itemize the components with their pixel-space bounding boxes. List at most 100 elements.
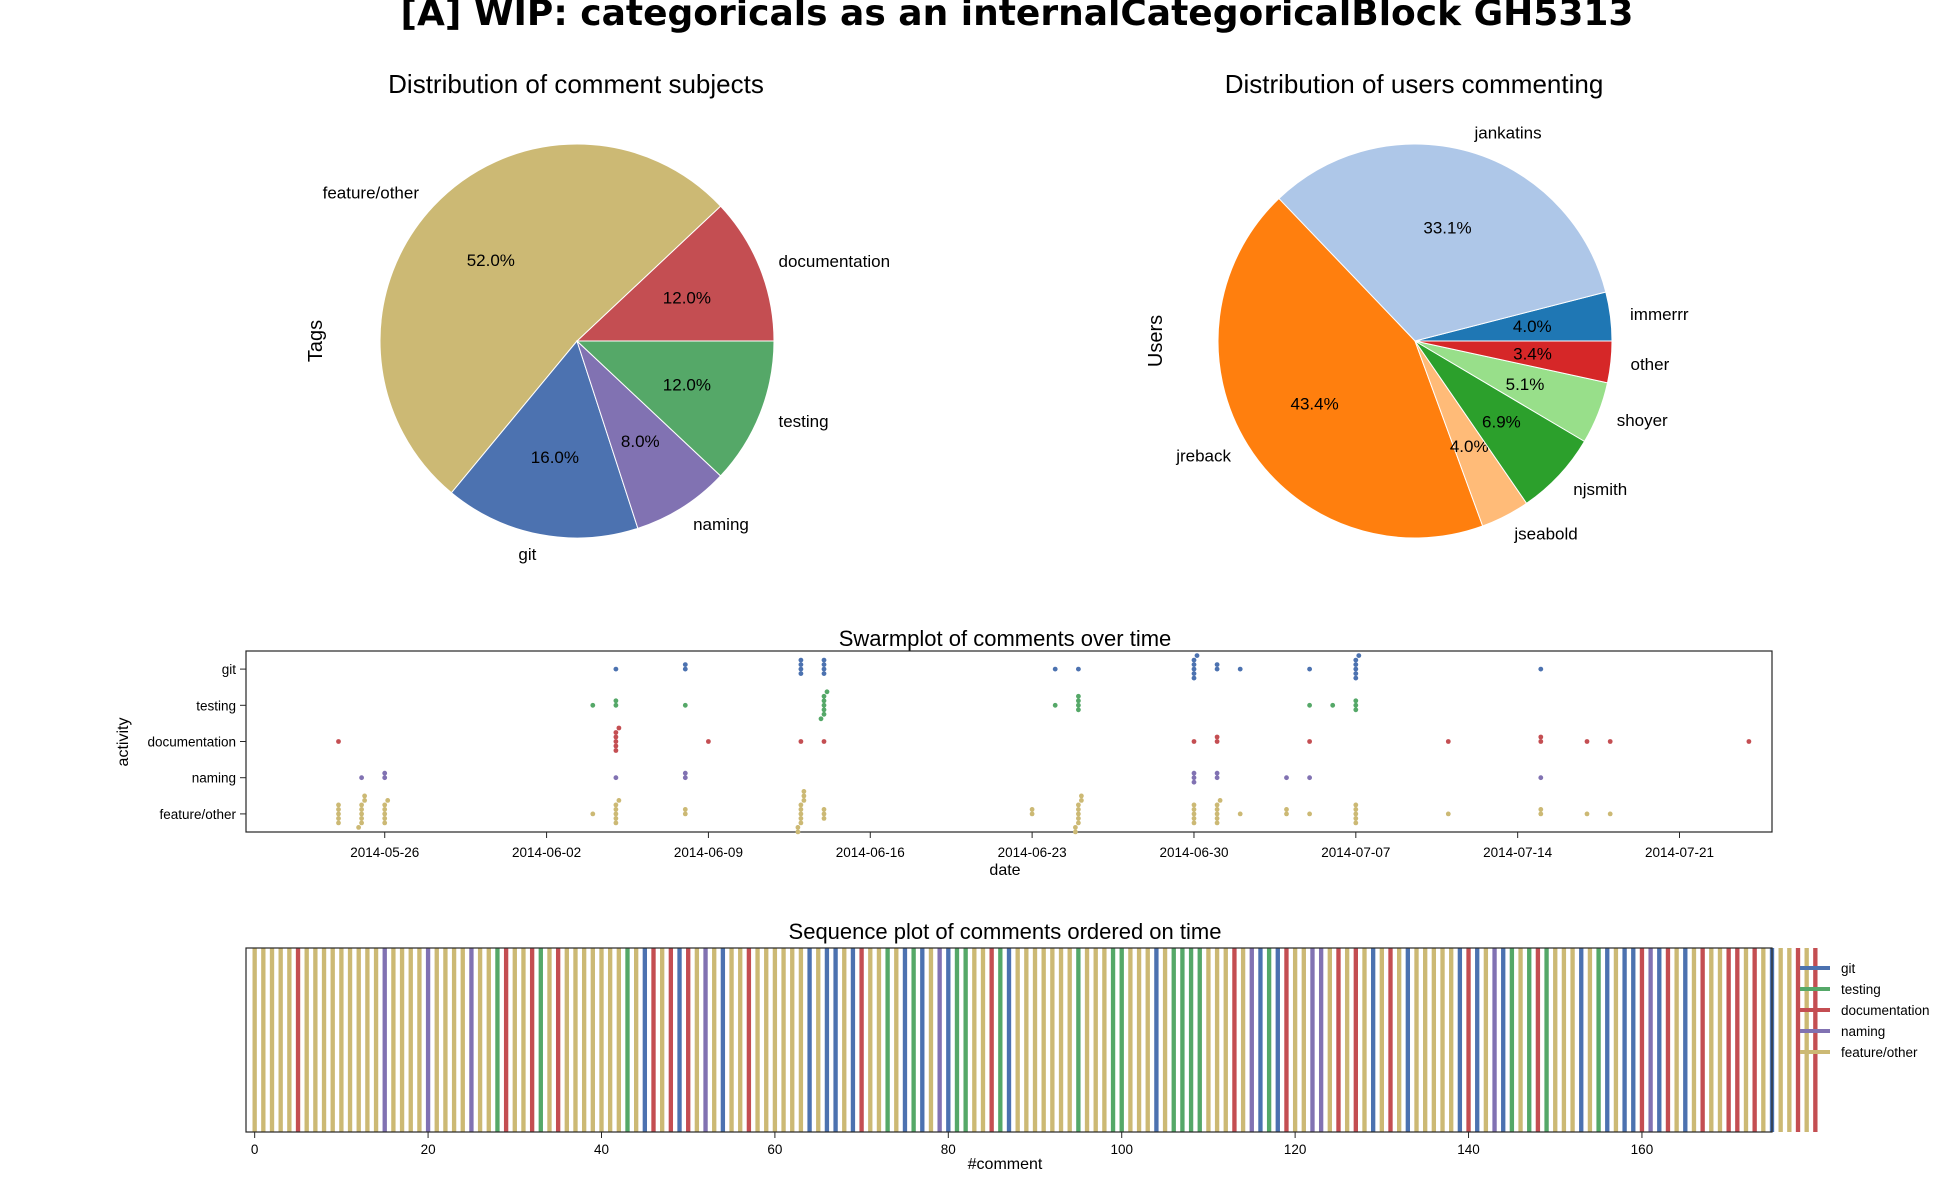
- swarm-point-feature-other: [801, 798, 807, 803]
- seq-bar-documentation: [1535, 948, 1541, 1132]
- swarm-xtick-2014-06-23: 2014-06-23: [998, 845, 1067, 860]
- swarm-point-documentation: [616, 725, 622, 731]
- seq-bar-feature-other: [1206, 948, 1211, 1132]
- seq-bar-git: [1154, 948, 1159, 1132]
- seq-xtick-160: 160: [1631, 1142, 1654, 1157]
- seq-bar-git: [1657, 948, 1662, 1132]
- seq-bar-feature-other: [321, 948, 327, 1132]
- seq-bar-git: [1457, 948, 1463, 1132]
- seq-bar-naming: [1492, 948, 1497, 1132]
- swarm-point-feature-other: [1214, 816, 1220, 821]
- seq-bar-feature-other: [634, 948, 639, 1132]
- swarm-point-naming: [382, 770, 388, 776]
- pie-chart-comment-subjects: Distribution of comment subjects Tags do…: [305, 69, 890, 564]
- swarm-ytick-git: git: [222, 662, 237, 677]
- swarm-point-git: [1191, 671, 1197, 676]
- swarm-point-documentation: [1746, 739, 1752, 744]
- swarm-ylabel: activity: [115, 718, 132, 767]
- pie1-title: Distribution of comment subjects: [388, 69, 764, 99]
- swarm-point-naming: [1284, 775, 1289, 781]
- swarm-point-feature-other: [798, 820, 804, 826]
- swarm-point-feature-other: [1353, 807, 1359, 812]
- seq-bar-feature-other: [252, 948, 257, 1132]
- seq-bar-feature-other: [928, 948, 934, 1132]
- swarm-point-documentation: [613, 743, 619, 749]
- swarm-point-feature-other: [821, 807, 827, 812]
- seq-bar-feature-other: [1041, 948, 1046, 1132]
- seq-bar-feature-other: [816, 948, 821, 1132]
- pie2-pct-jankatins: 33.1%: [1423, 218, 1471, 237]
- swarm-point-naming: [1191, 775, 1197, 781]
- pie1-slice-git: [450, 339, 639, 539]
- swarm-point-naming: [1307, 775, 1312, 781]
- legend-label-git: git: [1841, 961, 1856, 976]
- seq-bar-documentation: [529, 948, 535, 1132]
- swarm-ytick-testing: testing: [196, 698, 236, 713]
- pie2-pct-njsmith: 6.9%: [1482, 413, 1521, 432]
- figure-title: [A] WIP: categoricals as an internalCate…: [401, 0, 1634, 34]
- pie2-pct-immerrr: 4.0%: [1513, 317, 1552, 336]
- seq-bar-feature-other: [1102, 948, 1107, 1132]
- pie2-label-jankatins: jankatins: [1474, 124, 1542, 143]
- seq-bar-feature-other: [1136, 948, 1142, 1132]
- seq-bar-documentation: [1752, 948, 1757, 1132]
- swarm-point-git: [1214, 662, 1220, 667]
- seq-bar-feature-other: [738, 948, 743, 1132]
- seq-bar-feature-other: [547, 948, 552, 1132]
- swarm-point-git: [1353, 657, 1359, 663]
- seq-bar-testing: [538, 948, 543, 1132]
- seq-bar-documentation: [1813, 948, 1818, 1132]
- swarm-point-feature-other: [1076, 816, 1081, 821]
- seq-bar-documentation: [1639, 948, 1645, 1132]
- seq-bar-feature-other: [1613, 948, 1619, 1132]
- swarm-point-feature-other: [613, 816, 619, 821]
- swarm-point-testing: [590, 702, 596, 708]
- seq-bar-feature-other: [1761, 948, 1766, 1132]
- swarm-point-naming: [682, 770, 688, 776]
- seq-bar-feature-other: [261, 948, 266, 1132]
- seq-bar-feature-other: [1067, 948, 1072, 1132]
- pie1-label-documentation: documentation: [779, 252, 891, 271]
- swarm-point-feature-other: [1076, 820, 1081, 826]
- seq-bar-feature-other: [790, 948, 795, 1132]
- swarm-point-feature-other: [336, 811, 341, 817]
- swarm-point-documentation: [1538, 734, 1544, 740]
- swarm-point-documentation: [1214, 739, 1220, 744]
- seq-bar-feature-other: [417, 948, 422, 1132]
- swarm-xtick-2014-06-16: 2014-06-16: [836, 845, 905, 860]
- seq-bar-feature-other: [1709, 948, 1714, 1132]
- seq-bar-feature-other: [564, 948, 569, 1132]
- seq-bar-feature-other: [1162, 948, 1168, 1132]
- pie2-label-jseabold: jseabold: [1513, 525, 1577, 544]
- seq-bar-feature-other: [1024, 948, 1029, 1132]
- swarm-point-git: [798, 657, 804, 663]
- swarm-point-git: [1194, 653, 1200, 658]
- swarm-point-feature-other: [1029, 807, 1035, 812]
- seq-bar-feature-other: [1717, 948, 1723, 1132]
- swarm-point-feature-other: [795, 825, 801, 830]
- pie1-slice-documentation: [575, 205, 775, 342]
- swarm-point-feature-other: [1076, 807, 1081, 812]
- pie1-label-testing: testing: [779, 412, 829, 431]
- seq-bar-feature-other: [1292, 948, 1298, 1132]
- seq-bar-feature-other: [764, 948, 769, 1132]
- swarm-point-testing: [1076, 702, 1081, 708]
- seq-bar-feature-other: [842, 948, 847, 1132]
- seq-bar-feature-other: [269, 948, 275, 1132]
- seq-bar-feature-other: [894, 948, 899, 1132]
- swarm-xtick-2014-07-21: 2014-07-21: [1645, 845, 1714, 860]
- seq-bar-feature-other: [1327, 948, 1332, 1132]
- swarm-point-testing: [1330, 702, 1336, 708]
- swarm-plot-area: git testing documentation naming feature/oth…: [147, 650, 1773, 860]
- swarm-point-git: [682, 662, 688, 667]
- swarm-point-testing: [1076, 693, 1081, 699]
- seq-bar-feature-other: [313, 948, 318, 1132]
- swarm-point-feature-other: [1191, 811, 1197, 817]
- seq-bar-testing: [963, 948, 968, 1132]
- seq-bar-testing: [1171, 948, 1176, 1132]
- seq-bar-git: [642, 948, 648, 1132]
- seq-bar-feature-other: [755, 948, 760, 1132]
- swarm-point-feature-other: [821, 816, 827, 821]
- seq-bar-feature-other: [278, 948, 283, 1132]
- seq-bar-testing: [1266, 948, 1272, 1132]
